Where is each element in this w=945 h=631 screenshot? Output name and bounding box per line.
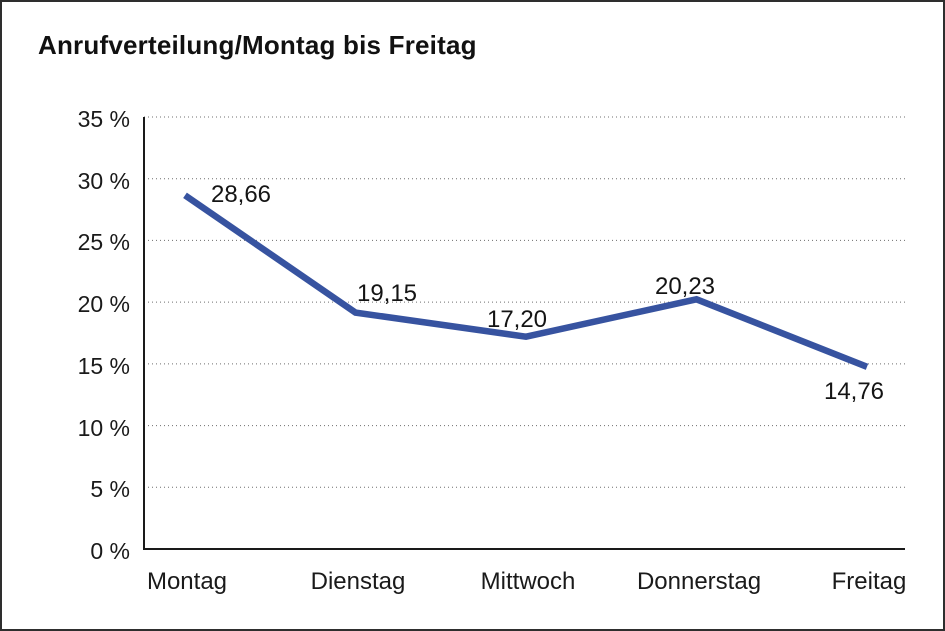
y-axis-tick-label: 10 % — [77, 415, 130, 441]
y-axis-tick-label: 30 % — [77, 168, 130, 194]
x-axis-label-mittwoch: Mittwoch — [480, 568, 576, 595]
data-label-dienstag: 19,15 — [356, 280, 418, 307]
x-axis-label-dienstag: Dienstag — [310, 568, 406, 595]
y-axis-tick-label: 0 % — [90, 538, 130, 564]
y-axis-tick-label: 15 % — [77, 353, 130, 379]
x-axis-label-freitag: Freitag — [831, 568, 907, 595]
data-label-donnerstag: 20,23 — [654, 273, 716, 300]
y-axis-tick-label: 5 % — [90, 476, 130, 502]
data-label-montag: 28,66 — [210, 181, 272, 208]
y-axis-tick-label: 20 % — [77, 291, 130, 317]
chart-title: Anrufverteilung/Montag bis Freitag — [38, 30, 477, 60]
data-label-freitag: 14,76 — [823, 378, 885, 405]
data-label-mittwoch: 17,20 — [486, 306, 548, 333]
y-axis-tick-label: 25 % — [77, 229, 130, 255]
y-axis-tick-label: 35 % — [77, 106, 130, 132]
x-axis-label-donnerstag: Donnerstag — [636, 568, 762, 595]
x-axis-label-montag: Montag — [146, 568, 228, 595]
